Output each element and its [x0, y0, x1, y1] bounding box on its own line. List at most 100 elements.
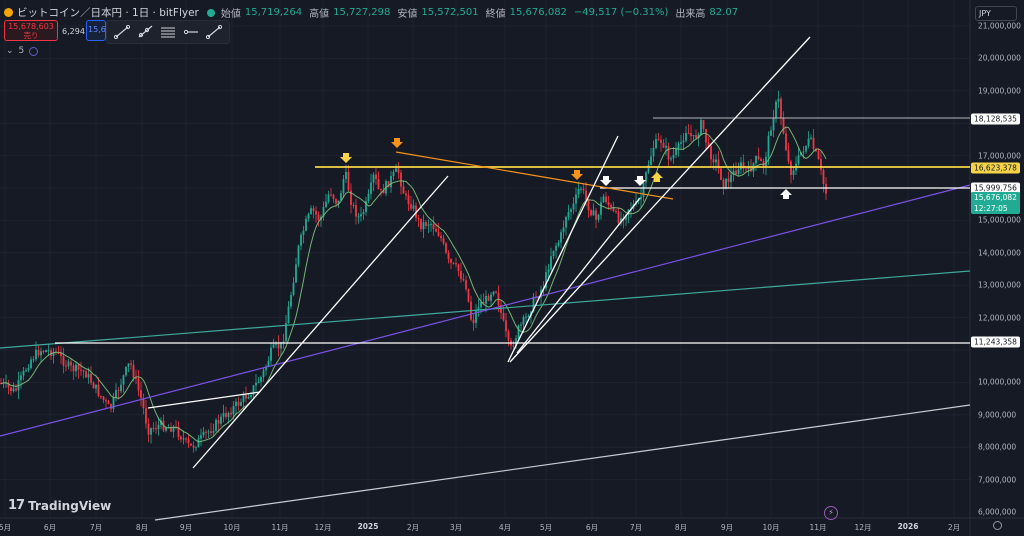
indicator-label: 5: [18, 46, 25, 56]
candle-body: [500, 304, 502, 313]
orange-down-arrow-icon: [571, 170, 583, 180]
candle-body: [275, 343, 277, 345]
market-status-icon: [206, 8, 215, 17]
time-axis-label: 6月: [585, 523, 599, 532]
candle-body: [390, 176, 392, 188]
orange-trendline: [395, 151, 674, 200]
buy-button[interactable]: 15,684,897: [86, 20, 106, 41]
candle-body: [62, 356, 65, 366]
candle-body: [825, 183, 827, 194]
candle-body: [810, 137, 812, 139]
candle-body: [360, 214, 362, 217]
price-tag: 18,128,535: [971, 113, 1020, 125]
candle-body: [407, 195, 410, 205]
candle-body: [325, 201, 327, 208]
indicator-legend[interactable]: ⌄ 5: [6, 46, 39, 56]
trend-line-tool-icon[interactable]: [113, 24, 131, 40]
info-line-tool-icon[interactable]: [205, 24, 223, 40]
candle-body: [410, 204, 412, 209]
candle-body: [580, 188, 582, 190]
candle-body: [700, 119, 702, 135]
price-axis-label: 6,000,000: [978, 507, 1017, 517]
candle-body: [460, 271, 462, 280]
candle-body: [727, 178, 730, 183]
indicator-visibility-icon[interactable]: [29, 46, 39, 56]
candle-body: [737, 169, 740, 175]
candle-body: [120, 384, 122, 392]
candle-body: [305, 218, 307, 231]
gear-icon[interactable]: [993, 521, 1002, 530]
candle-body: [110, 404, 112, 409]
candle-body: [232, 405, 235, 415]
candle-body: [712, 159, 715, 163]
candle-body: [45, 350, 47, 352]
symbol-title[interactable]: ビットコイン／日本円 · 1日 · bitFlyer: [17, 7, 199, 19]
candle-body: [332, 194, 335, 199]
candle-body: [192, 445, 195, 448]
candle-body: [690, 133, 692, 136]
candle-body: [22, 370, 25, 376]
candle-body: [202, 431, 205, 436]
candle-body: [665, 146, 667, 148]
candle-body: [762, 161, 765, 167]
candle-body: [617, 211, 620, 224]
white-uptrend-line-1: [192, 175, 449, 469]
candle-body: [610, 204, 612, 208]
open-value: 15,719,264: [244, 7, 303, 18]
white-uptrend-line-3: [509, 36, 811, 363]
candle-body: [490, 294, 492, 301]
candle-body: [102, 396, 105, 401]
chevron-down-icon[interactable]: ⌄: [6, 46, 14, 56]
price-axis-label: 21,000,000: [978, 21, 1021, 31]
candle-body: [710, 146, 712, 160]
tradingview-mark-icon: 17: [8, 498, 25, 513]
candle-body: [122, 375, 125, 385]
candle-body: [137, 378, 140, 391]
time-axis-label: 2026: [897, 522, 919, 531]
candle-body: [165, 427, 167, 431]
candle-body: [347, 171, 350, 191]
candle-body: [745, 168, 747, 170]
white-down-arrow-icon: [600, 176, 612, 186]
time-axis-label: 10月: [223, 523, 241, 532]
time-axis-label: 4月: [498, 523, 512, 532]
candle-body: [427, 224, 430, 226]
time-axis-label: 5月: [0, 523, 12, 532]
price-axis-label: 15,000,000: [978, 215, 1021, 225]
candle-body: [592, 210, 595, 216]
candle-body: [250, 394, 252, 398]
candle-body: [222, 413, 225, 417]
candle-body: [270, 347, 272, 361]
sell-button[interactable]: 15,678,603 売り: [4, 20, 58, 41]
close-label: 終値: [485, 9, 506, 20]
candle-body: [475, 310, 477, 323]
candle-body: [15, 388, 17, 391]
candle-body: [172, 426, 175, 432]
candle-body: [487, 295, 490, 301]
parallel-channel-tool-icon[interactable]: [159, 24, 177, 40]
candle-body: [150, 428, 152, 435]
candle-body: [652, 147, 655, 157]
candle-body: [645, 172, 647, 183]
candle-body: [365, 200, 367, 213]
flash-icon[interactable]: ⚡: [824, 506, 838, 520]
candle-body: [717, 159, 720, 169]
ray-tool-icon[interactable]: [136, 24, 154, 40]
candle-body: [730, 174, 732, 183]
horizontal-ray-tool-icon[interactable]: [182, 24, 200, 40]
yellow-up-arrow-icon: [651, 172, 663, 182]
candle-body: [135, 377, 137, 379]
candle-body: [312, 208, 315, 212]
candle-body: [545, 272, 547, 289]
moving-average-line: [0, 126, 827, 443]
candle-body: [667, 146, 670, 160]
low-label: 安値: [397, 9, 418, 20]
candle-body: [380, 188, 382, 190]
candle-body: [522, 316, 525, 325]
candle-body: [822, 170, 825, 184]
candle-body: [132, 364, 135, 378]
candle-body: [480, 302, 482, 308]
currency-selector[interactable]: JPY: [975, 6, 1017, 21]
candle-body: [210, 431, 212, 433]
